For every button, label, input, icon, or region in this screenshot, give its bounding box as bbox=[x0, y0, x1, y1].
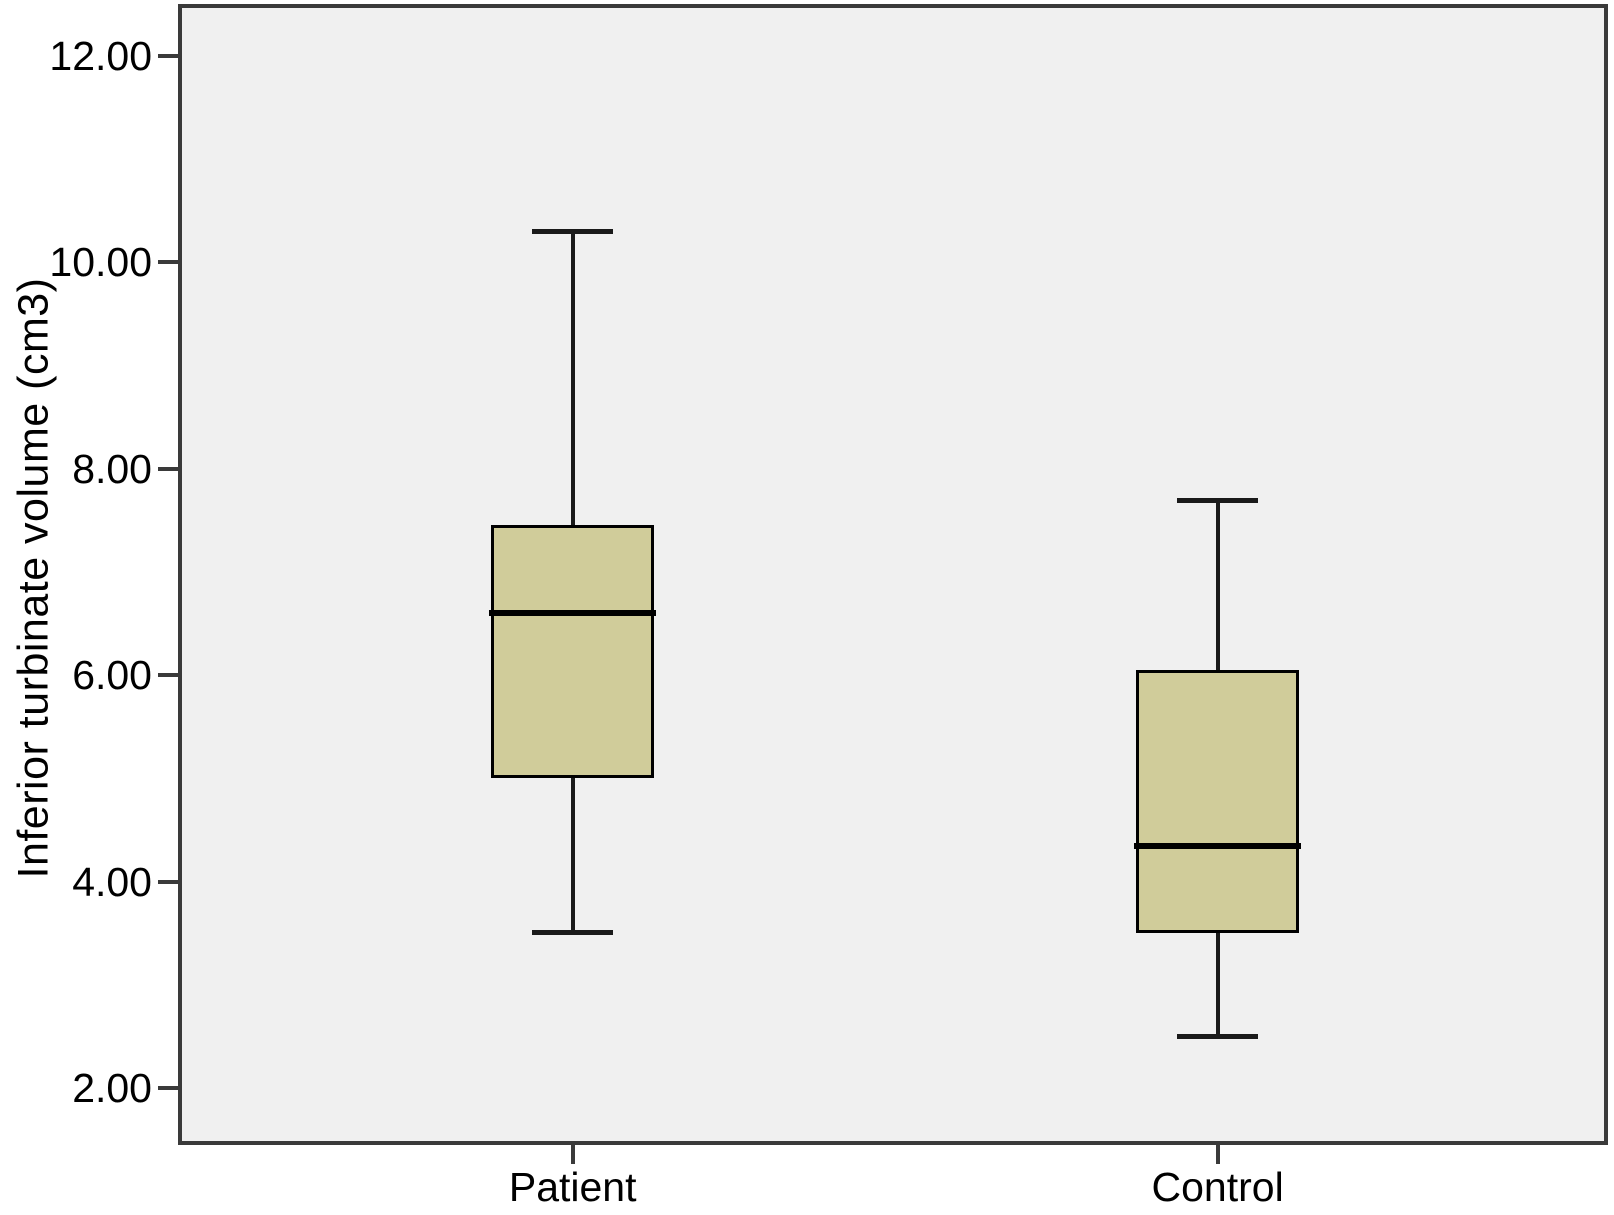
y-tick-mark bbox=[158, 1086, 178, 1091]
y-tick-label: 2.00 bbox=[72, 1065, 152, 1112]
y-tick-mark bbox=[158, 260, 178, 265]
y-tick-mark bbox=[158, 673, 178, 678]
y-tick-mark bbox=[158, 53, 178, 58]
y-tick-mark bbox=[158, 466, 178, 471]
x-tick-mark bbox=[570, 1145, 575, 1164]
y-axis-title: Inferior turbinate volume (cm3) bbox=[9, 277, 58, 879]
y-tick-label: 12.00 bbox=[49, 32, 152, 79]
plot-area bbox=[178, 4, 1608, 1145]
x-category-label: Control bbox=[1151, 1164, 1284, 1210]
y-tick-mark bbox=[158, 879, 178, 884]
x-category-label: Patient bbox=[508, 1164, 637, 1210]
x-tick-mark bbox=[1215, 1145, 1220, 1164]
